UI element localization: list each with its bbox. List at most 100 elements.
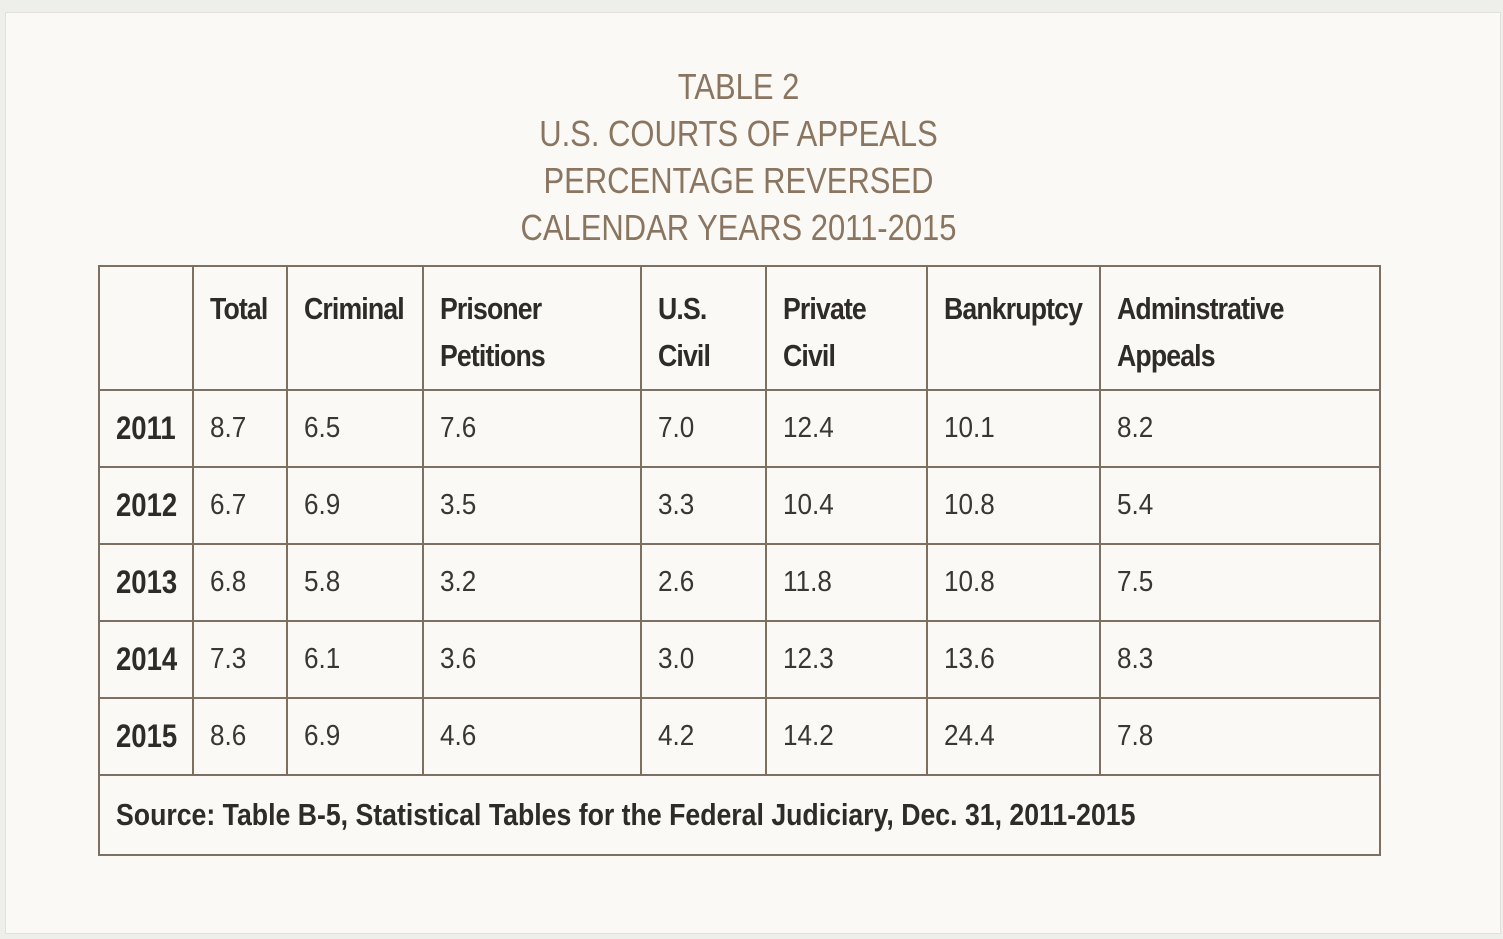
cell-private-civil: 11.8: [765, 543, 928, 622]
cell-value: 6.5: [304, 412, 341, 444]
cell-us-civil: 3.3: [640, 466, 767, 545]
cell-value: 6.9: [304, 720, 341, 752]
header-prisoner-line1: Prisoner: [440, 291, 542, 326]
cell-criminal: 6.1: [286, 620, 424, 699]
header-private-civil-line2: Civil: [783, 338, 836, 373]
cell-prisoner: 7.6: [422, 389, 642, 468]
cell-value: 3.3: [658, 489, 695, 521]
cell-total: 6.8: [192, 543, 288, 622]
cell-private-civil: 10.4: [765, 466, 928, 545]
cell-administrative: 8.3: [1099, 620, 1381, 699]
source-cell: Source: Table B-5, Statistical Tables fo…: [98, 774, 1381, 856]
header-prisoner-petitions: Prisoner Petitions: [422, 265, 642, 391]
title-line-4: CALENDAR YEARS 2011-2015: [520, 207, 957, 248]
source-note: Source: Table B-5, Statistical Tables fo…: [116, 797, 1136, 832]
header-total: Total: [192, 265, 288, 391]
cell-us-civil: 7.0: [640, 389, 767, 468]
header-administrative-appeals: Adminstrative Appeals: [1099, 265, 1381, 391]
table-row: 2012 6.7 6.9 3.5 3.3 10.4 10.8 5.4: [98, 466, 1381, 545]
cell-value: 14.2: [783, 720, 834, 752]
cell-us-civil: 2.6: [640, 543, 767, 622]
table-title: TABLE 2 U.S. COURTS OF APPEALS PERCENTAG…: [6, 63, 1471, 251]
cell-total: 6.7: [192, 466, 288, 545]
cell-value: 7.8: [1117, 720, 1154, 752]
header-private-civil-line1: Private: [783, 291, 867, 326]
cell-value: 10.8: [944, 489, 995, 521]
header-bankruptcy-label: Bankruptcy: [944, 291, 1083, 326]
cell-total: 8.7: [192, 389, 288, 468]
reversal-rate-table: Total Criminal Prisoner Petitions U.S. C…: [98, 265, 1381, 856]
row-year: 2013: [98, 543, 194, 622]
cell-criminal: 6.9: [286, 466, 424, 545]
cell-value: 11.8: [783, 566, 832, 598]
cell-prisoner: 4.6: [422, 697, 642, 776]
row-year-label: 2015: [116, 718, 178, 754]
cell-value: 7.0: [658, 412, 695, 444]
cell-value: 5.4: [1117, 489, 1154, 521]
cell-us-civil: 4.2: [640, 697, 767, 776]
cell-private-civil: 12.3: [765, 620, 928, 699]
row-year-label: 2013: [116, 564, 178, 600]
cell-value: 8.7: [210, 412, 247, 444]
cell-private-civil: 14.2: [765, 697, 928, 776]
header-prisoner-line2: Petitions: [440, 338, 546, 373]
cell-value: 12.4: [783, 412, 834, 444]
cell-value: 12.3: [783, 643, 834, 675]
row-year-label: 2012: [116, 487, 178, 523]
row-year-label: 2014: [116, 641, 178, 677]
title-line-2: U.S. COURTS OF APPEALS: [539, 113, 938, 154]
cell-value: 8.3: [1117, 643, 1154, 675]
cell-bankruptcy: 10.8: [926, 466, 1101, 545]
cell-value: 3.0: [658, 643, 695, 675]
header-administrative-line2: Appeals: [1117, 338, 1216, 373]
cell-value: 7.5: [1117, 566, 1154, 598]
cell-value: 10.1: [944, 412, 995, 444]
table-row: 2011 8.7 6.5 7.6 7.0 12.4 10.1 8.2: [98, 389, 1381, 468]
header-criminal: Criminal: [286, 265, 424, 391]
cell-value: 8.2: [1117, 412, 1154, 444]
cell-value: 6.7: [210, 489, 247, 521]
title-line-1: TABLE 2: [677, 66, 800, 107]
table-row: 2014 7.3 6.1 3.6 3.0 12.3 13.6 8.3: [98, 620, 1381, 699]
cell-value: 10.8: [944, 566, 995, 598]
header-total-label: Total: [210, 291, 268, 326]
header-empty-cell: [98, 265, 194, 391]
cell-value: 3.5: [440, 489, 477, 521]
cell-bankruptcy: 13.6: [926, 620, 1101, 699]
cell-value: 13.6: [944, 643, 995, 675]
header-us-civil-line1: U.S.: [658, 291, 707, 326]
cell-prisoner: 3.2: [422, 543, 642, 622]
row-year: 2012: [98, 466, 194, 545]
title-line-3: PERCENTAGE REVERSED: [543, 160, 934, 201]
cell-value: 2.6: [658, 566, 695, 598]
cell-value: 4.6: [440, 720, 477, 752]
cell-value: 7.3: [210, 643, 247, 675]
cell-bankruptcy: 24.4: [926, 697, 1101, 776]
cell-value: 4.2: [658, 720, 695, 752]
cell-value: 3.6: [440, 643, 477, 675]
header-private-civil: Private Civil: [765, 265, 928, 391]
row-year: 2014: [98, 620, 194, 699]
cell-criminal: 6.5: [286, 389, 424, 468]
cell-value: 5.8: [304, 566, 341, 598]
cell-prisoner: 3.6: [422, 620, 642, 699]
header-row: Total Criminal Prisoner Petitions U.S. C…: [98, 265, 1381, 391]
row-year-label: 2011: [116, 410, 176, 446]
cell-value: 3.2: [440, 566, 477, 598]
cell-value: 10.4: [783, 489, 834, 521]
header-bankruptcy: Bankruptcy: [926, 265, 1101, 391]
document-page: TABLE 2 U.S. COURTS OF APPEALS PERCENTAG…: [5, 12, 1501, 934]
source-row: Source: Table B-5, Statistical Tables fo…: [98, 774, 1381, 856]
row-year: 2011: [98, 389, 194, 468]
cell-value: 6.8: [210, 566, 247, 598]
table-row: 2013 6.8 5.8 3.2 2.6 11.8 10.8 7.5: [98, 543, 1381, 622]
header-administrative-line1: Adminstrative: [1117, 291, 1284, 326]
cell-us-civil: 3.0: [640, 620, 767, 699]
cell-value: 6.1: [304, 643, 341, 675]
table-row: 2015 8.6 6.9 4.6 4.2 14.2 24.4 7.8: [98, 697, 1381, 776]
cell-value: 24.4: [944, 720, 995, 752]
cell-administrative: 7.5: [1099, 543, 1381, 622]
cell-private-civil: 12.4: [765, 389, 928, 468]
header-us-civil-line2: Civil: [658, 338, 711, 373]
cell-bankruptcy: 10.1: [926, 389, 1101, 468]
